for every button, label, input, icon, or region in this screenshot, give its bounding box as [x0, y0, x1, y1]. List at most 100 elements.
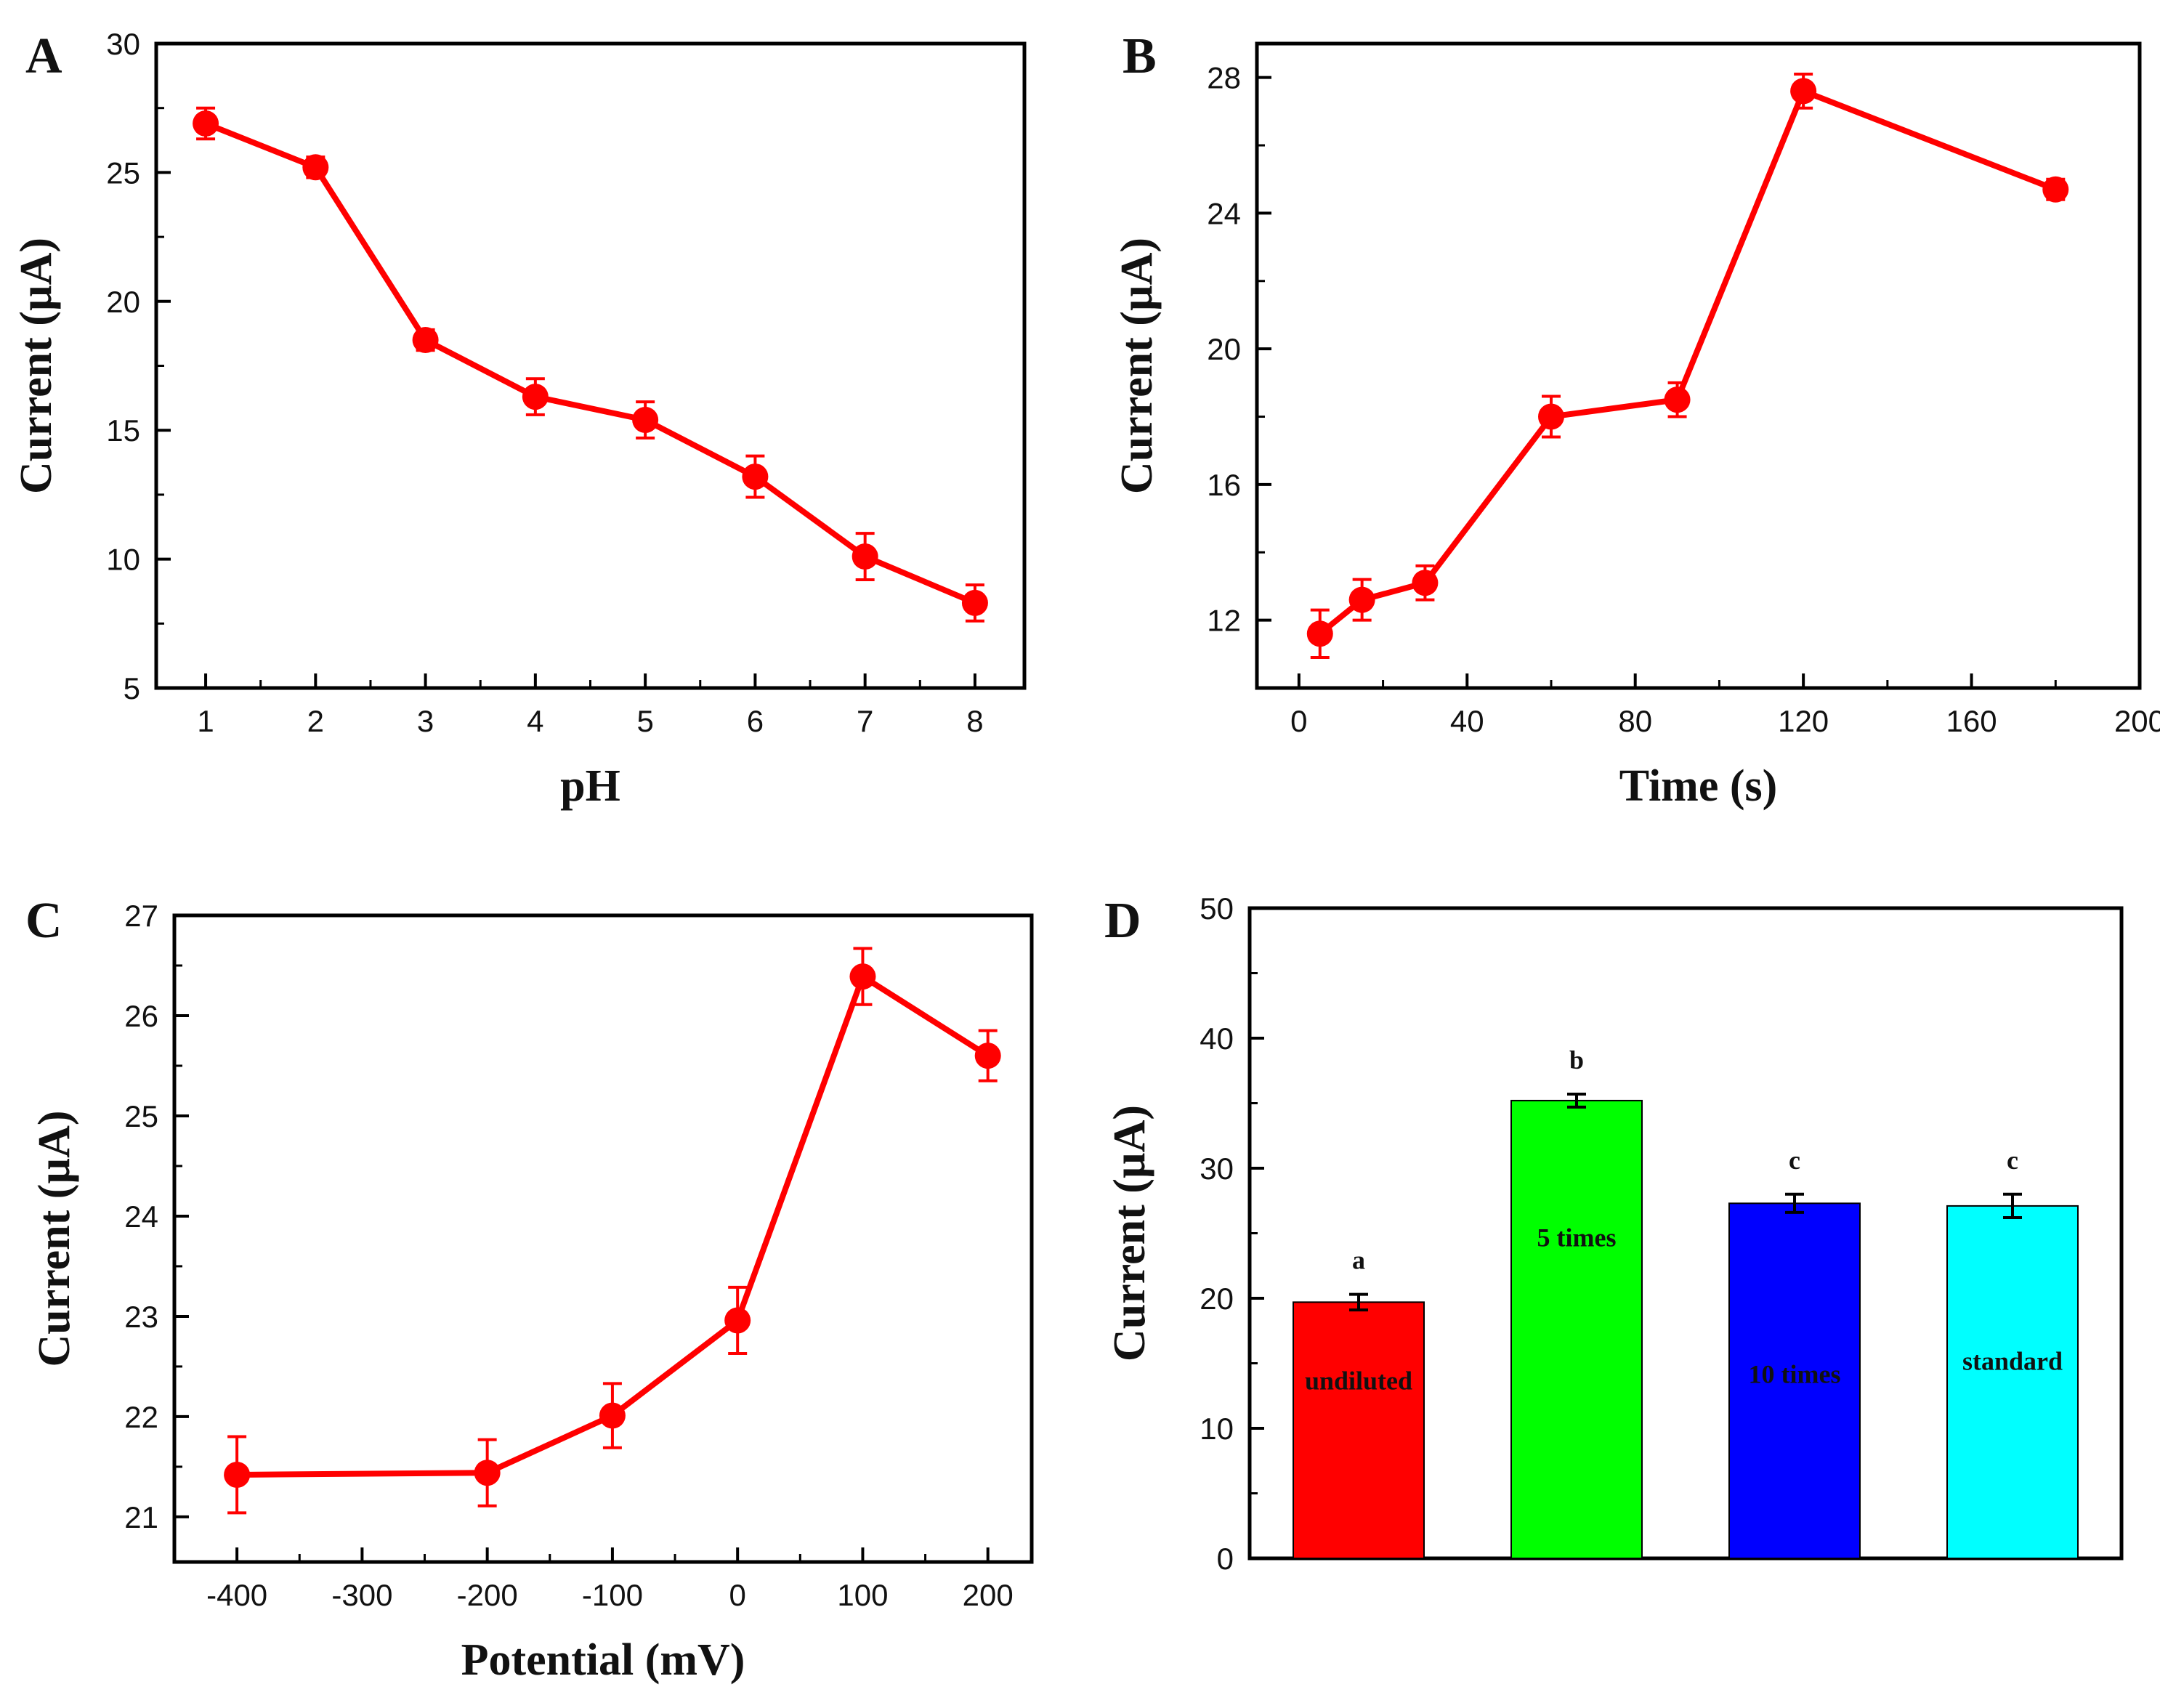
x-tick-label: 7: [857, 704, 873, 738]
bar-category-label: standard: [1962, 1346, 2063, 1375]
x-axis-title: Potential (mV): [461, 1635, 745, 1685]
bar: [1510, 1099, 1643, 1560]
y-tick-label: 26: [124, 999, 158, 1033]
data-point: [849, 963, 876, 990]
significance-label: b: [1569, 1045, 1584, 1074]
y-tick-label: 10: [1200, 1412, 1234, 1446]
chart-panel-d: D 0 10 20 30 40 50 Current (µA) a undiluted b 5 tim…: [1104, 891, 2124, 1576]
bar-category-label: undiluted: [1305, 1366, 1412, 1395]
x-axis-title: pH: [560, 761, 620, 811]
y-tick-label: 15: [106, 413, 140, 448]
data-point: [974, 1043, 1001, 1069]
data-point: [1790, 78, 1817, 105]
y-tick-label: 23: [124, 1300, 158, 1334]
x-tick-label: 6: [747, 704, 764, 738]
x-tick-label: 120: [1778, 704, 1829, 738]
data-point: [302, 154, 329, 181]
data-point: [742, 464, 769, 490]
x-tick-label: 160: [1946, 704, 1997, 738]
data-point: [193, 110, 219, 137]
data-point: [412, 327, 439, 354]
series-line: [204, 121, 976, 606]
y-axis-title: Current (µA): [30, 1110, 79, 1367]
y-tick-label: 28: [1207, 61, 1241, 95]
y-axis-title: Current (µA): [1112, 238, 1162, 494]
data-point: [1538, 403, 1564, 430]
y-tick-label: 30: [1200, 1152, 1234, 1186]
significance-label: c: [2007, 1146, 2018, 1175]
y-tick-label: 24: [124, 1199, 158, 1234]
y-tick-label: 21: [124, 1500, 158, 1534]
x-tick-label: 40: [1450, 704, 1484, 738]
data-point: [1412, 570, 1439, 596]
x-tick-label: 100: [837, 1578, 888, 1612]
x-tick-label: 200: [963, 1578, 1014, 1612]
bar-category-label: 5 times: [1537, 1223, 1617, 1252]
plot-frame: [154, 41, 1027, 690]
bar-category-label: 10 times: [1749, 1359, 1841, 1388]
y-tick-label: 20: [1207, 332, 1241, 366]
data-point: [224, 1461, 251, 1488]
y-tick-label: 50: [1200, 891, 1234, 926]
significance-label: a: [1352, 1246, 1365, 1275]
chart-panel-a: A 5 10 15 20 25 30 1 2 3 4 5 6 7 8 pH Current (µA): [12, 27, 1027, 811]
panel-label: A: [25, 28, 62, 84]
x-tick-label: -300: [331, 1578, 392, 1612]
y-tick-label: 16: [1207, 468, 1241, 502]
y-tick-label: 20: [1200, 1282, 1234, 1316]
y-tick-label: 30: [106, 27, 140, 61]
y-tick-label: 22: [124, 1400, 158, 1434]
x-tick-label: 5: [636, 704, 653, 738]
panel-label: C: [25, 893, 62, 949]
bar: [1946, 1205, 2079, 1560]
y-tick-label: 40: [1200, 1021, 1234, 1056]
y-axis-title: Current (µA): [1105, 1105, 1154, 1361]
y-tick-label: 5: [124, 671, 140, 705]
y-tick-label: 20: [106, 285, 140, 319]
data-point: [599, 1402, 626, 1429]
data-point: [2042, 176, 2069, 203]
x-tick-label: 0: [729, 1578, 746, 1612]
x-tick-label: -100: [582, 1578, 643, 1612]
significance-label: c: [1789, 1146, 1800, 1175]
x-tick-label: 4: [527, 704, 543, 738]
x-tick-label: 80: [1618, 704, 1652, 738]
chart-panel-b: B 12 16 20 24 28 0 40 80 120 160 200 Time (s) Current…: [1112, 28, 2160, 811]
x-axis-title: Time (s): [1619, 761, 1778, 811]
series-line: [1318, 88, 2057, 636]
x-tick-label: 3: [417, 704, 434, 738]
y-tick-label: 10: [106, 543, 140, 577]
series-line: [237, 974, 990, 1478]
data-point: [1664, 386, 1691, 413]
y-tick-label: 25: [124, 1099, 158, 1133]
plot-frame: [172, 913, 1034, 1564]
x-tick-label: 2: [307, 704, 324, 738]
data-point: [474, 1460, 501, 1486]
y-axis-title: Current (µA): [12, 238, 61, 494]
plot-frame: [1255, 41, 2142, 690]
data-point: [961, 589, 988, 616]
x-tick-label: 200: [2114, 704, 2160, 738]
y-tick-label: 25: [106, 155, 140, 190]
bar: [1728, 1202, 1861, 1559]
data-point: [852, 543, 878, 570]
y-tick-label: 0: [1217, 1542, 1234, 1576]
x-tick-label: 0: [1290, 704, 1307, 738]
bar: [1293, 1301, 1425, 1559]
x-tick-label: 8: [966, 704, 983, 738]
data-point: [1306, 620, 1333, 647]
data-point: [632, 407, 659, 434]
data-point: [522, 384, 549, 410]
data-point: [1348, 586, 1375, 613]
chart-panel-c: C 21 22 23 24 25 26 27 -400 -300 -200 -100 0 100 200 Po…: [25, 893, 1034, 1685]
y-tick-label: 27: [124, 899, 158, 933]
y-tick-label: 12: [1207, 604, 1241, 638]
panel-label: D: [1104, 893, 1141, 949]
x-tick-label: -400: [206, 1578, 267, 1612]
panel-label: B: [1123, 28, 1157, 84]
x-tick-label: 1: [197, 704, 214, 738]
data-point: [724, 1307, 751, 1334]
x-tick-label: -200: [457, 1578, 518, 1612]
y-tick-label: 24: [1207, 196, 1241, 230]
